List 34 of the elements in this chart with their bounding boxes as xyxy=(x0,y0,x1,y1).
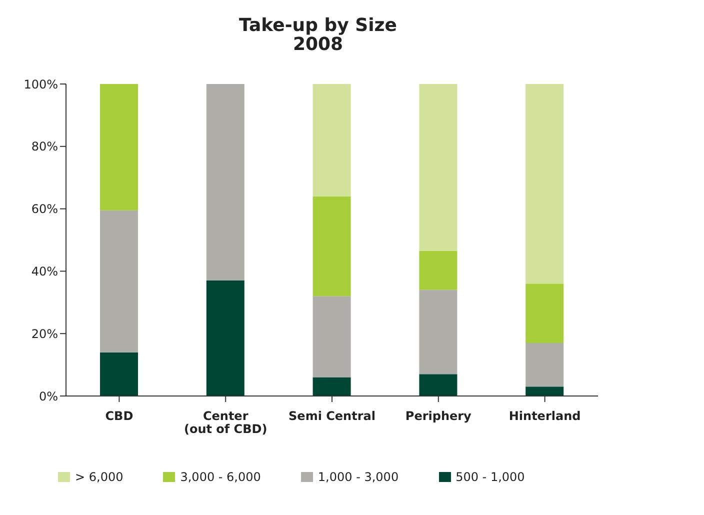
bar xyxy=(526,386,564,396)
bar xyxy=(419,84,458,251)
bar xyxy=(526,342,564,387)
bar xyxy=(206,84,244,281)
y-tick-label: 100% xyxy=(24,77,58,92)
bar xyxy=(312,377,351,396)
bar xyxy=(100,210,138,352)
bar xyxy=(526,84,564,284)
chart-subtitle: 2008 xyxy=(292,34,344,55)
bar xyxy=(526,284,564,343)
x-tick-label: Hinterland xyxy=(508,409,581,423)
bar xyxy=(312,296,351,378)
legend-label: > 6,000 xyxy=(75,470,124,484)
legend-label: 500 - 1,000 xyxy=(456,470,525,484)
bar xyxy=(312,196,351,296)
bar xyxy=(100,84,138,210)
bar xyxy=(312,84,351,196)
y-tick-label: 60% xyxy=(31,202,58,216)
bar xyxy=(206,280,244,396)
chart-title: Take-up by Size xyxy=(238,15,398,36)
x-tick-label: Semi Central xyxy=(288,409,376,423)
bar xyxy=(419,374,458,396)
y-tick-label: 0% xyxy=(38,389,58,404)
bar xyxy=(419,250,458,290)
x-tick-label: Center (out of CBD) xyxy=(184,409,268,436)
x-tick-label: Periphery xyxy=(405,409,472,423)
legend-label: 1,000 - 3,000 xyxy=(318,470,399,484)
y-tick-label: 80% xyxy=(31,140,58,154)
x-tick-label: CBD xyxy=(105,409,134,423)
bar xyxy=(419,290,458,374)
bar xyxy=(100,352,138,396)
legend-label: 3,000 - 6,000 xyxy=(180,470,261,484)
y-tick-label: 40% xyxy=(31,264,58,278)
y-tick-label: 20% xyxy=(31,326,58,341)
